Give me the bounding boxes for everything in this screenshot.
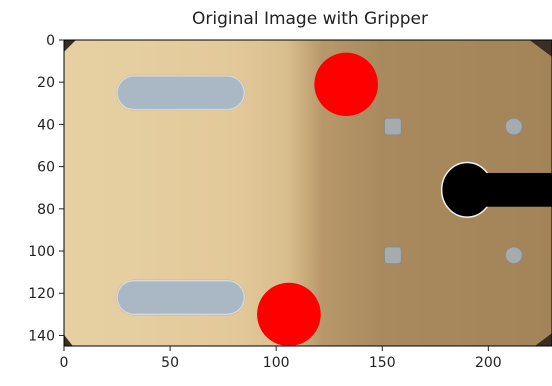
slot-1 — [116, 75, 246, 111]
round-hole-1 — [504, 117, 523, 136]
y-tick-label: 140 — [28, 328, 55, 344]
y-tick-label: 0 — [46, 33, 55, 49]
axes-frame — [63, 39, 552, 347]
x-tick-label: 0 — [60, 355, 69, 371]
plate — [64, 40, 552, 346]
y-axis: 0 20 40 60 80 100 120 140 — [28, 33, 64, 344]
y-tick-label: 60 — [37, 160, 55, 176]
image-axes — [63, 39, 552, 347]
gripper-marker-2 — [257, 282, 321, 346]
y-tick-label: 120 — [28, 286, 55, 302]
round-hole-2 — [504, 246, 523, 265]
x-axis: 0 50 100 150 200 — [60, 346, 502, 371]
x-tick-label: 50 — [161, 355, 179, 371]
y-tick-label: 40 — [37, 117, 55, 133]
square-hole-2 — [383, 246, 402, 265]
gripper-marker-1 — [314, 52, 379, 116]
chart-title: Original Image with Gripper — [192, 9, 428, 29]
x-tick-label: 200 — [475, 355, 502, 371]
square-hole-1 — [383, 117, 402, 136]
y-tick-label: 100 — [28, 244, 55, 260]
y-tick-label: 20 — [37, 75, 55, 91]
x-tick-label: 150 — [369, 355, 396, 371]
y-tick-label: 80 — [37, 202, 55, 218]
x-tick-label: 100 — [263, 355, 290, 371]
slot-2 — [116, 279, 246, 316]
notch-slot — [467, 172, 552, 207]
